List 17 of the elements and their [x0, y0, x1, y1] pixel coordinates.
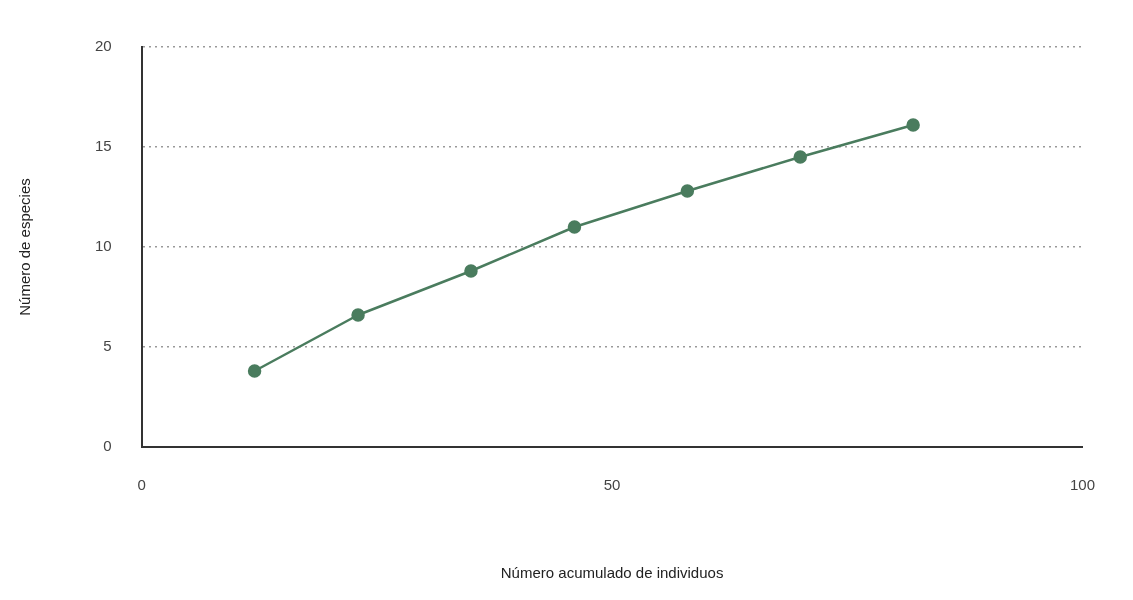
x-axis-title: Número acumulado de individuos [500, 564, 724, 582]
point [793, 150, 807, 164]
y-axis-title: Número de especies [16, 178, 34, 316]
y-tick-label: 15 [95, 137, 112, 155]
y-tick-label: 5 [103, 337, 112, 355]
point [247, 364, 262, 378]
x-tick-label: 50 [603, 476, 621, 494]
point [464, 264, 478, 278]
point [351, 308, 365, 322]
y-tick-label: 20 [95, 37, 112, 55]
x-tick-label: 100 [1069, 476, 1095, 494]
y-tick-label: 10 [95, 237, 112, 255]
point [906, 118, 920, 132]
point [567, 220, 582, 234]
y-tick-label: 0 [103, 437, 112, 455]
x-tick-label: 0 [137, 476, 146, 494]
point [680, 184, 695, 198]
